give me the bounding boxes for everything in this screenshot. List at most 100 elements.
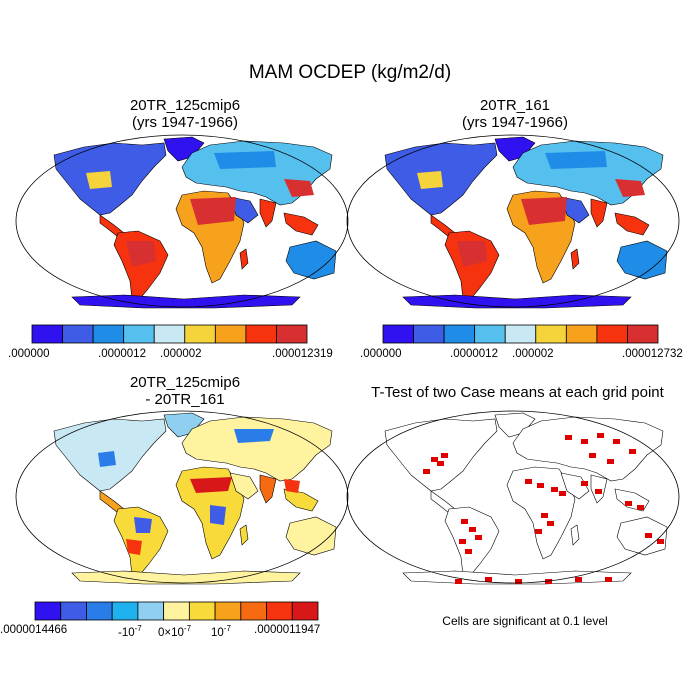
panel-title-2: 20TR_161 (yrs 1947-1966) — [355, 97, 675, 131]
map4-sig-cell-19 — [613, 439, 620, 444]
map4-sig-cell-7 — [465, 549, 472, 554]
colorbar-3-swatch-1 — [60, 601, 87, 621]
colorbar-3-swatch-10 — [291, 601, 319, 621]
colorbar-1-swatch-1 — [62, 324, 94, 344]
colorbar-1-label-3: .000012319 — [272, 348, 333, 360]
map4-sig-cell-20 — [629, 449, 636, 454]
map1-region-1 — [126, 241, 156, 267]
map4-aus — [616, 516, 668, 556]
map4-sig-cell-2 — [441, 453, 448, 458]
colorbar-3-label-1-exp: -7 — [134, 624, 142, 633]
map4-sig-cell-18 — [597, 433, 604, 438]
colorbar-2-swatch-0 — [382, 324, 414, 344]
map4-arab — [560, 472, 590, 500]
map4-sig-cell-32 — [575, 577, 582, 582]
map1-arab — [229, 196, 259, 224]
map3-region-1 — [134, 517, 152, 533]
colorbar-2-swatch-7 — [596, 324, 628, 344]
panel-title-3-line2: - 20TR_161 — [145, 391, 225, 408]
colorbar-3-label-0: .0000014466 — [0, 624, 68, 636]
map-panel-1 — [15, 134, 349, 309]
panel-title-2-line2: (yrs 1947-1966) — [462, 114, 568, 131]
map1-land — [53, 136, 337, 309]
map3-eur — [181, 416, 333, 482]
map4-frame — [346, 410, 680, 584]
colorbar-2-swatch-4 — [504, 324, 537, 344]
map4-sig-cell-4 — [461, 519, 468, 524]
colorbar-1-label-2: .000002 — [160, 348, 202, 360]
map4-sig-cell-33 — [605, 577, 612, 582]
map3-mada — [239, 524, 249, 546]
map3-region-3 — [210, 505, 226, 525]
map4-sig-cell-31 — [545, 579, 552, 584]
map3-layers — [53, 412, 337, 585]
map2-region-4 — [541, 233, 559, 255]
map4-sig-cell-16 — [565, 435, 572, 440]
map1-ant — [71, 294, 301, 309]
colorbar-1-label-0: .000000 — [8, 348, 50, 360]
colorbar-1 — [31, 324, 308, 344]
colorbar-3-swatch-7 — [214, 601, 242, 621]
map4-sig-cell-12 — [559, 491, 566, 496]
colorbar-1-label-1: .0000012 — [98, 348, 146, 360]
map3-region-6 — [126, 539, 142, 555]
colorbar-1-swatch-8 — [276, 324, 308, 344]
map2-sea — [614, 212, 650, 236]
map2-aus — [616, 240, 668, 280]
panel-title-1-line1: 20TR_125cmip6 — [129, 97, 241, 114]
colorbar-3-swatch-3 — [111, 601, 139, 621]
map1-mada — [239, 248, 249, 270]
map2-region-2 — [615, 179, 645, 197]
colorbar-3-label-2-base: 0×10 — [158, 626, 184, 639]
colorbar-3-label-2: 0×10-7 — [158, 624, 191, 639]
map4-sig-cell-25 — [625, 501, 632, 506]
colorbar-3-swatch-2 — [86, 601, 113, 621]
colorbar-2-label-2: .000002 — [512, 348, 554, 360]
significance-note: Cells are significant at 0.1 level — [442, 614, 608, 628]
map1-aus — [285, 240, 337, 280]
map4-sig-cell-1 — [437, 461, 444, 466]
map1-region-5 — [214, 151, 276, 169]
map2-india — [590, 198, 608, 228]
map1-region-0 — [190, 197, 236, 225]
map4-sig-cell-14 — [547, 521, 554, 526]
colorbar-2-swatch-3 — [474, 324, 506, 344]
map4-mada — [570, 524, 580, 546]
map3-ant — [71, 570, 301, 585]
map4-sig-cell-24 — [595, 489, 602, 494]
map4-sig-cell-13 — [541, 513, 548, 518]
map2-mada — [570, 248, 580, 270]
map2-layers — [384, 136, 668, 309]
colorbar-2-swatch-6 — [565, 324, 598, 344]
map2-region-0 — [521, 197, 567, 225]
colorbar-3-label-2-exp: -7 — [183, 624, 192, 633]
colorbar-1-swatch-0 — [31, 324, 63, 344]
map-panel-2 — [346, 134, 680, 309]
colorbar-3-label-1-base: -10 — [118, 626, 135, 639]
map4-sig-cell-29 — [485, 577, 492, 582]
map1-region-4 — [210, 233, 228, 255]
map3-sea — [283, 488, 319, 512]
map4-sig-cell-5 — [469, 527, 476, 532]
map2-ant — [402, 294, 632, 309]
colorbar-3-label-1: -10-7 — [118, 624, 142, 639]
panel-title-2-line1: 20TR_161 — [479, 97, 551, 114]
colorbar-2-label-0: .000000 — [360, 348, 402, 360]
colorbar-1-swatch-6 — [214, 324, 247, 344]
map4-sig-cell-10 — [537, 483, 544, 488]
map2-region-1 — [457, 241, 487, 267]
map4-layers — [384, 412, 668, 585]
map4-sig-cell-23 — [581, 481, 588, 486]
map4-sig-cell-8 — [459, 539, 466, 544]
colorbar-1-swatch-4 — [153, 324, 186, 344]
map3-aus — [285, 516, 337, 556]
colorbar-3-swatch-6 — [188, 601, 216, 621]
colorbar-2-swatch-5 — [535, 324, 567, 344]
map4-sig-cell-6 — [475, 535, 482, 540]
colorbar-3-swatch-8 — [240, 601, 267, 621]
map3-region-4 — [234, 429, 274, 443]
panel-title-3-line1: 20TR_125cmip6 — [129, 374, 241, 391]
map4-sig-cell-34 — [455, 579, 462, 584]
colorbar-3-label-4: .0000011947 — [254, 624, 321, 636]
map4-sig-cell-15 — [535, 529, 542, 534]
